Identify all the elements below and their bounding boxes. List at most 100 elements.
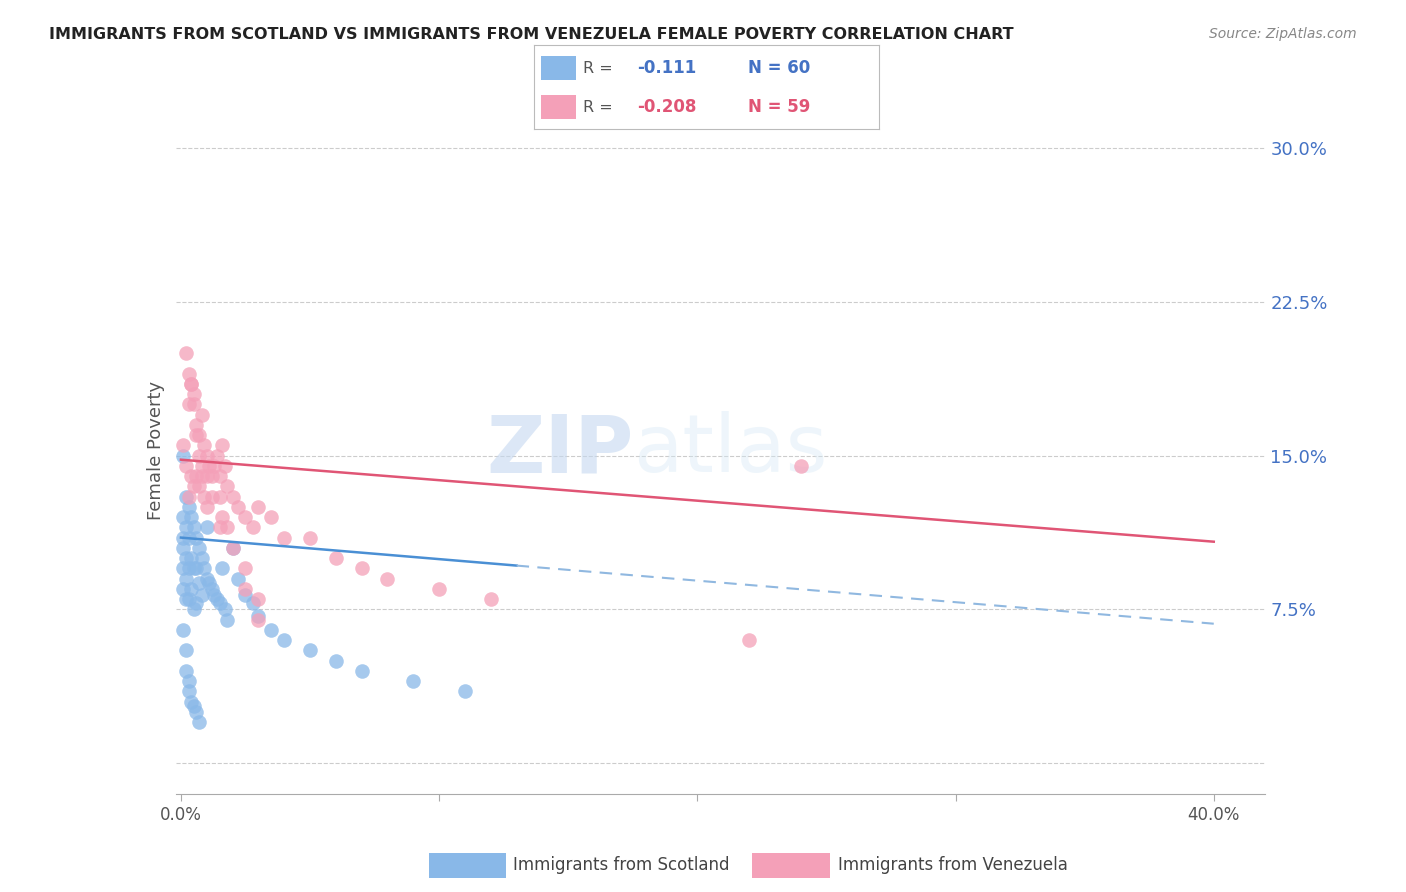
Point: [325, 654, 347, 668]
Point: [174, 490, 197, 504]
Point: [180, 510, 202, 524]
Point: [454, 684, 477, 698]
Point: [186, 531, 208, 545]
Point: [235, 588, 257, 602]
Point: [195, 469, 218, 483]
Point: [188, 541, 211, 555]
Point: [174, 346, 197, 360]
Point: [247, 500, 270, 514]
Point: [201, 582, 224, 596]
Point: [377, 572, 399, 586]
Point: [177, 684, 200, 698]
Point: [183, 520, 205, 534]
Point: [235, 510, 257, 524]
Point: [211, 561, 233, 575]
Point: [226, 500, 249, 514]
Text: R =: R =: [582, 100, 617, 115]
Point: [186, 561, 208, 575]
Y-axis label: Female Poverty: Female Poverty: [146, 381, 165, 520]
Point: [217, 613, 239, 627]
Point: [173, 582, 195, 596]
Point: [479, 592, 502, 607]
Text: -0.111: -0.111: [638, 60, 697, 78]
Point: [201, 490, 224, 504]
Point: [180, 551, 202, 566]
Point: [273, 531, 295, 545]
Point: [177, 490, 200, 504]
Point: [174, 572, 197, 586]
Point: [273, 633, 295, 648]
Point: [195, 520, 218, 534]
Point: [226, 572, 249, 586]
Point: [188, 479, 211, 493]
Point: [205, 449, 228, 463]
Point: [325, 551, 347, 566]
Point: [221, 541, 243, 555]
Point: [247, 613, 270, 627]
Point: [183, 397, 205, 411]
Point: [174, 458, 197, 473]
Point: [193, 490, 215, 504]
Point: [208, 490, 231, 504]
Point: [242, 520, 264, 534]
Point: [193, 438, 215, 452]
Point: [247, 608, 270, 623]
Text: Immigrants from Venezuela: Immigrants from Venezuela: [838, 856, 1067, 874]
Point: [174, 592, 197, 607]
Point: [789, 458, 811, 473]
Point: [195, 572, 218, 586]
Text: ZIP: ZIP: [486, 411, 633, 490]
Point: [183, 561, 205, 575]
Point: [186, 469, 208, 483]
Text: -0.208: -0.208: [638, 98, 697, 116]
Text: IMMIGRANTS FROM SCOTLAND VS IMMIGRANTS FROM VENEZUELA FEMALE POVERTY CORRELATION: IMMIGRANTS FROM SCOTLAND VS IMMIGRANTS F…: [49, 27, 1014, 42]
Point: [177, 397, 200, 411]
Point: [242, 596, 264, 610]
Point: [173, 531, 195, 545]
Point: [204, 458, 226, 473]
Point: [198, 575, 221, 590]
Point: [177, 367, 200, 381]
Point: [208, 469, 231, 483]
Point: [180, 469, 202, 483]
Point: [221, 541, 243, 555]
Point: [174, 520, 197, 534]
Point: [208, 596, 231, 610]
Point: [193, 561, 215, 575]
Point: [235, 561, 257, 575]
Point: [173, 449, 195, 463]
Point: [195, 449, 218, 463]
Point: [188, 715, 211, 730]
Point: [177, 561, 200, 575]
Point: [173, 510, 195, 524]
Point: [247, 592, 270, 607]
Text: N = 60: N = 60: [748, 60, 810, 78]
Point: [235, 582, 257, 596]
Point: [201, 469, 224, 483]
Point: [298, 531, 321, 545]
Point: [195, 500, 218, 514]
Point: [350, 561, 373, 575]
Point: [211, 438, 233, 452]
Point: [174, 551, 197, 566]
Point: [186, 428, 208, 442]
Point: [350, 664, 373, 678]
Point: [198, 458, 221, 473]
Point: [186, 705, 208, 719]
Point: [402, 674, 425, 689]
Text: Source: ZipAtlas.com: Source: ZipAtlas.com: [1209, 27, 1357, 41]
Point: [738, 633, 761, 648]
Point: [180, 376, 202, 391]
Point: [204, 588, 226, 602]
Point: [180, 695, 202, 709]
Point: [173, 541, 195, 555]
Point: [180, 376, 202, 391]
Point: [190, 408, 212, 422]
Point: [214, 602, 236, 616]
Point: [177, 531, 200, 545]
Point: [205, 592, 228, 607]
Point: [190, 469, 212, 483]
Point: [186, 596, 208, 610]
Point: [188, 449, 211, 463]
Bar: [541, 56, 575, 80]
